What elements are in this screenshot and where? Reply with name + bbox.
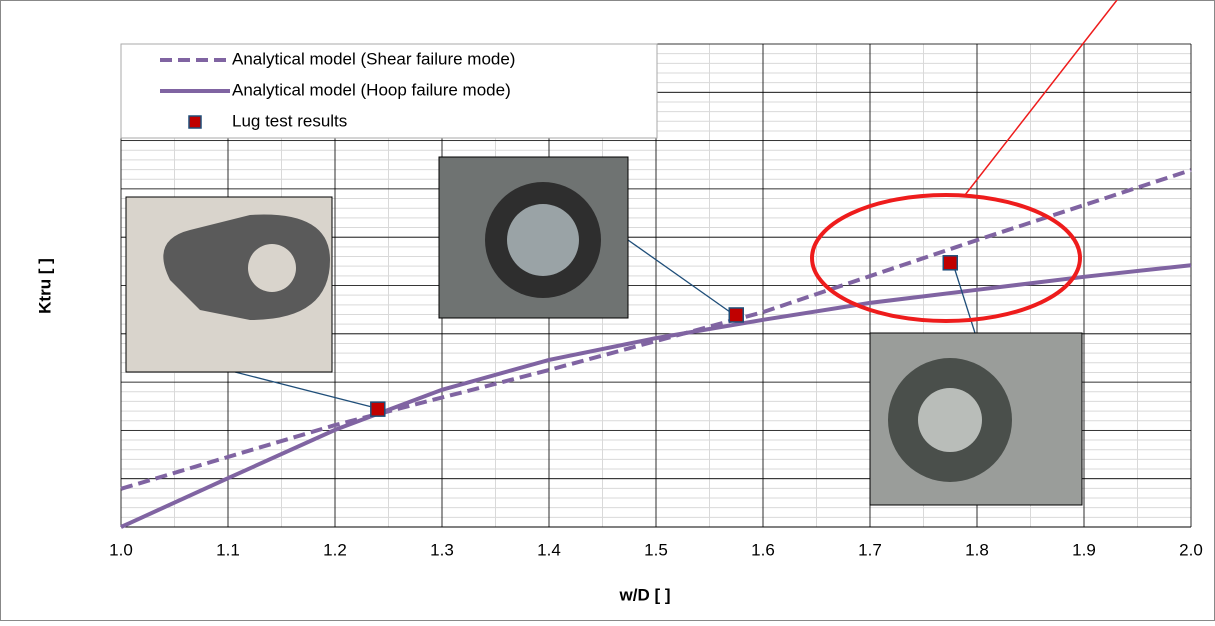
x-axis-title: w/D [ ]	[619, 585, 671, 604]
connector	[234, 371, 373, 408]
data-point	[942, 255, 958, 271]
x-tick-label: 1.3	[430, 540, 454, 559]
x-tick-label: 1.2	[323, 540, 347, 559]
y-axis-title: Ktru [ ]	[35, 258, 54, 314]
connector	[954, 269, 976, 334]
x-tick-label: 2.0	[1179, 540, 1203, 559]
data-point	[370, 401, 386, 417]
legend-entries: Analytical model (Shear failure mode) Ana…	[160, 49, 515, 130]
photo-object	[248, 244, 296, 292]
legend-label: Analytical model (Hoop failure mode)	[232, 80, 511, 99]
markers	[370, 255, 958, 417]
x-tick-label: 1.4	[537, 540, 561, 559]
x-tick-label: 1.1	[216, 540, 240, 559]
connector	[627, 239, 731, 313]
photo-object	[163, 214, 330, 320]
plot	[120, 168, 1192, 529]
data-point	[728, 307, 744, 323]
photo-object	[918, 388, 982, 452]
series-line	[120, 263, 1192, 529]
legend-marker	[188, 115, 202, 129]
highlight-ellipse	[810, 193, 1082, 323]
legend-label: Lug test results	[232, 111, 347, 130]
series-line	[120, 168, 1192, 491]
legend-label: Analytical model (Shear failure mode)	[232, 49, 515, 68]
x-tick-label: 1.9	[1072, 540, 1096, 559]
x-tick-label: 1.7	[858, 540, 882, 559]
x-tick-label: 1.6	[751, 540, 775, 559]
annotation-line	[964, 0, 1118, 196]
photo-object	[507, 204, 579, 276]
x-tick-label: 1.8	[965, 540, 989, 559]
x-tick-label: 1.0	[109, 540, 133, 559]
x-tick-label: 1.5	[644, 540, 668, 559]
